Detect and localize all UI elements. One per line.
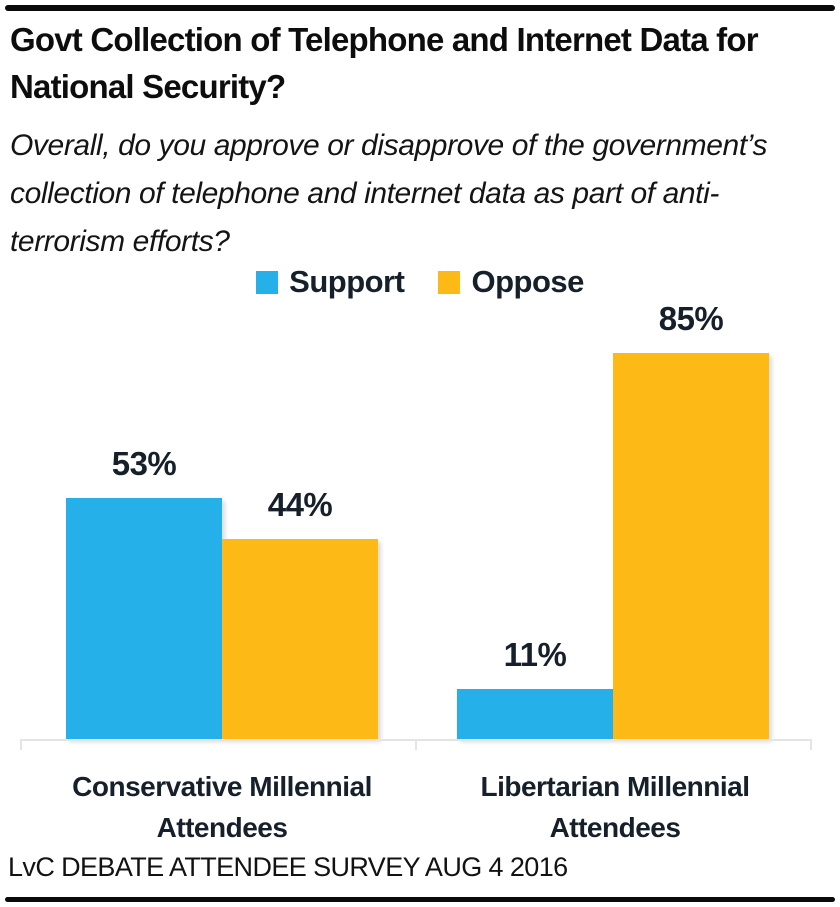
data-label-libertarian-oppose: 85% [658,300,724,337]
source-note: LvC DEBATE ATTENDEE SURVEY AUG 4 2016 [8,852,568,882]
bar-libertarian-oppose [613,353,769,739]
axis-tick-middle [415,739,417,750]
bar-conservative-support [66,498,222,739]
oppose-swatch-icon [438,270,461,294]
data-label-conservative-support: 53% [111,445,177,482]
legend-item-support: Support [256,264,405,300]
axis-tick-left [20,739,22,750]
category-label-libertarian: Libertarian Millennial Attendees [480,771,750,843]
legend-label-support: Support [289,264,405,299]
legend-label-oppose: Oppose [471,264,584,299]
legend-item-oppose: Oppose [438,264,584,300]
top-border-rule [5,5,835,11]
chart-legend: Support Oppose [0,264,840,300]
axis-tick-right [810,739,812,750]
bar-conservative-oppose [222,539,378,739]
support-swatch-icon [256,270,279,294]
data-label-libertarian-support: 11% [503,636,567,673]
bar-libertarian-support [457,689,613,739]
category-label-conservative: Conservative Millennial Attendees [72,771,372,843]
chart-title: Govt Collection of Telephone and Interne… [10,21,759,105]
data-label-conservative-oppose: 44% [267,486,333,523]
bottom-border-rule [5,897,835,902]
chart-subtitle: Overall, do you approve or disapprove of… [10,129,768,258]
